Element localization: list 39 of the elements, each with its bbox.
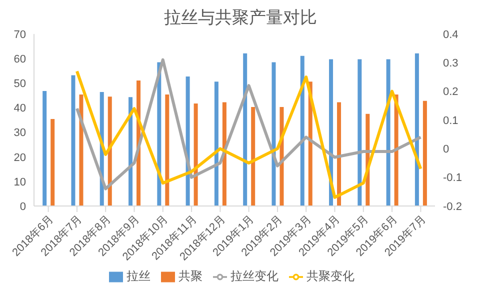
bar — [194, 104, 198, 206]
bar — [50, 119, 55, 206]
y-tick-label: 20 — [14, 152, 26, 164]
legend-label: 共聚 — [178, 269, 202, 283]
bar — [414, 53, 419, 206]
y2-tick-label: 0 — [443, 144, 450, 156]
y2-tick-label: 0.3 — [443, 58, 458, 70]
bar — [214, 82, 218, 206]
bar — [108, 96, 112, 206]
chart-title: 拉丝与共聚产量对比 — [163, 7, 318, 29]
y-tick-label: 0 — [20, 200, 26, 213]
bar — [243, 53, 248, 206]
y2-tick-label: 0.2 — [443, 86, 458, 98]
y-tick-label: 60 — [14, 53, 26, 66]
y2-tick-label: -0.2 — [443, 200, 462, 213]
y2-tick-label: 0.1 — [443, 114, 458, 127]
bar — [386, 59, 390, 206]
bar — [272, 62, 276, 206]
bar — [300, 56, 304, 206]
y-tick-label: 70 — [14, 28, 26, 41]
y-tick-label: 50 — [14, 78, 26, 90]
y2-tick-label: 0.4 — [443, 28, 458, 41]
bar — [337, 102, 342, 206]
bar — [251, 106, 256, 206]
y-tick-label: 10 — [14, 176, 26, 188]
legend-label: 共聚变化 — [306, 269, 354, 283]
bar — [79, 94, 84, 206]
bar — [422, 100, 427, 206]
bar — [165, 94, 170, 206]
bar — [128, 97, 133, 206]
legend-label: 拉丝变化 — [230, 269, 278, 283]
bar — [71, 75, 76, 206]
bar — [222, 102, 226, 206]
bar — [42, 91, 47, 206]
y-tick-label: 40 — [14, 102, 26, 115]
y-tick-label: 30 — [14, 127, 26, 140]
bar — [358, 59, 362, 206]
legend-label: 拉丝 — [126, 269, 150, 283]
y2-tick-label: -0.1 — [443, 172, 462, 184]
